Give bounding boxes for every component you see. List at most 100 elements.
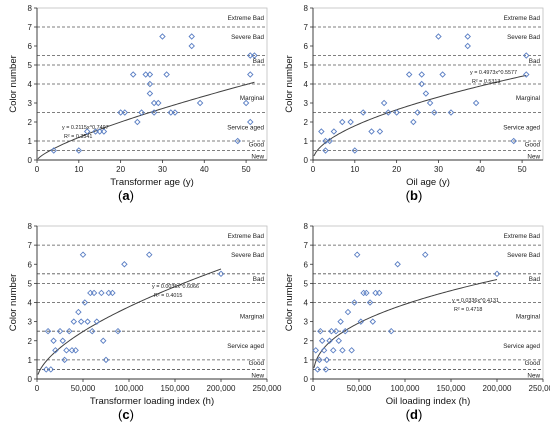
data-point [98,289,105,297]
data-point [83,128,91,135]
data-point [84,318,91,325]
data-point [341,327,349,335]
data-point [523,52,530,59]
data-point [102,356,110,364]
x-tick-label: 20 [392,165,401,174]
data-point [79,251,87,258]
y-tick-label: 4 [28,299,33,308]
data-point [380,99,388,107]
y-tick-label: 3 [28,99,33,108]
x-tick-label: 100,000 [115,384,144,393]
y-tick-label: 3 [304,318,309,327]
data-point [326,337,333,344]
data-point [150,99,158,107]
data-point [117,109,124,116]
panel-label: (d) [406,407,423,422]
data-point [88,327,96,335]
y-tick-label: 2 [304,118,309,127]
y-tick-label: 2 [28,337,33,346]
data-point [344,308,352,316]
data-point [351,147,359,154]
band-label: Good [249,360,265,367]
data-point [242,99,250,107]
y-tick-label: 8 [28,222,33,231]
data-point [312,347,319,354]
y-tick-label: 0 [28,156,33,165]
band-label: Severe Bad [231,252,264,259]
data-point [61,356,68,364]
y-tick-label: 3 [28,318,33,327]
data-point [322,366,330,373]
data-point [247,71,254,78]
y-tick-label: 5 [304,279,309,288]
data-point [387,327,395,335]
data-point [56,327,64,335]
chart-panel-4: Extreme Bad Severe Bad Bad Marginal Service … [284,222,550,422]
data-point [52,347,59,354]
trend-equation: y = 0.4973x^0.5577 [470,70,517,76]
trend-equation: y = 0.0035x^0.6066 [152,284,199,290]
x-tick-label: 150,000 [161,384,190,393]
data-point [90,289,98,297]
data-point [369,318,377,325]
data-point [405,71,413,78]
data-point [418,80,425,88]
y-tick-label: 7 [304,241,309,250]
data-point [247,118,254,126]
data-point [47,366,55,373]
data-point [414,109,421,116]
band-label: Extreme Bad [228,15,265,22]
band-label: Bad [529,58,541,65]
y-tick-label: 3 [304,99,309,108]
data-point [129,71,137,78]
data-point [100,128,108,135]
y-tick-label: 7 [304,23,309,32]
band-label: Good [249,141,265,148]
data-point [410,118,417,126]
x-tick-label: 0 [35,165,40,174]
data-point [316,356,323,364]
data-point [142,71,149,78]
data-point [63,347,70,354]
data-point [330,347,337,354]
data-point [422,90,430,97]
data-point [335,337,342,344]
band-label: Service aged [227,124,264,131]
y-tick-label: 5 [28,279,33,288]
band-label: Service aged [227,343,264,350]
data-point [447,109,455,116]
data-point [376,289,383,297]
data-point [439,71,446,78]
data-point [351,299,358,306]
trend-line [37,268,222,375]
data-point [326,137,333,145]
data-point [418,71,425,78]
trend-line [313,74,527,157]
data-point [44,327,52,335]
data-point [348,347,355,354]
data-point [146,71,154,78]
x-tick-label: 30 [434,165,443,174]
data-point [464,42,471,50]
data-point [196,99,204,107]
data-point [188,33,195,40]
data-point [92,128,99,135]
band-label: Good [525,360,541,367]
data-point [368,128,375,135]
data-point [65,327,73,335]
chart-panel-2: Extreme Bad Severe Bad Bad Marginal Service … [284,4,544,203]
data-point [337,318,344,325]
y-tick-label: 2 [304,337,309,346]
x-tick-label: 150,000 [437,384,466,393]
data-point [146,90,154,97]
panel-label: (a) [118,188,134,203]
y-axis-title: Color number [8,55,19,113]
data-point [247,52,254,59]
data-point [138,109,145,116]
data-point [431,109,438,116]
chart-panel-3: Extreme Bad Severe Bad Bad Marginal Service … [8,222,282,422]
data-point [320,347,328,354]
data-point [50,147,57,154]
band-label: Bad [253,276,265,283]
y-axis-title: Color number [284,55,295,113]
